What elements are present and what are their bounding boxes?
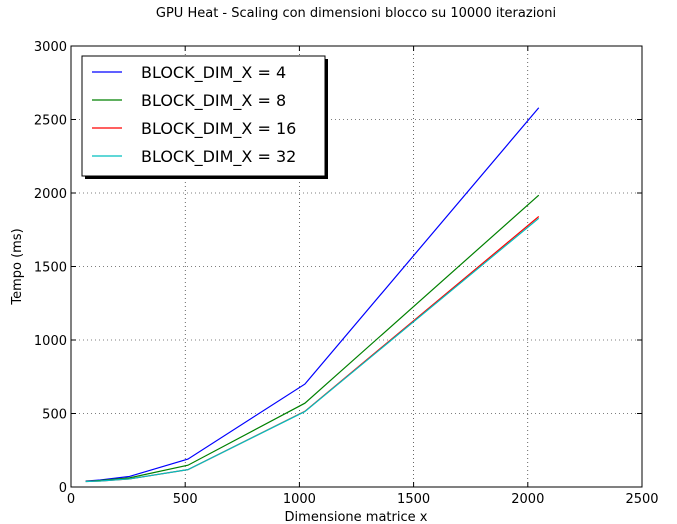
y-tick-label: 0 (59, 481, 67, 496)
x-tick-label: 500 (173, 492, 198, 507)
x-tick-label: 0 (67, 492, 75, 507)
y-tick-label: 2000 (34, 187, 67, 202)
x-tick-label: 1500 (397, 492, 430, 507)
legend: BLOCK_DIM_X = 4 BLOCK_DIM_X = 8 BLOCK_DIM_… (81, 55, 328, 179)
series-lines (85, 107, 540, 483)
y-tick-label: 2500 (34, 114, 67, 129)
x-tick-label: 1000 (283, 492, 316, 507)
x-tick-label: 2000 (511, 492, 544, 507)
x-tick-label: 2500 (625, 492, 658, 507)
y-axis-label: Tempo (ms) (10, 228, 25, 305)
legend-label-3: BLOCK_DIM_X = 16 (141, 119, 296, 139)
axis-ticks: 0 500 1000 1500 2000 2500 0 500 1000 1500 2000 2500… (34, 40, 659, 507)
x-axis-label: Dimensione matrice x (285, 510, 428, 524)
legend-frame (81, 55, 326, 177)
y-tick-label: 500 (42, 408, 67, 423)
chart-title: GPU Heat - Scaling con dimensioni blocco… (156, 6, 556, 21)
series-line-4 (85, 217, 540, 483)
legend-label-1: BLOCK_DIM_X = 4 (141, 63, 286, 83)
y-tick-label: 1000 (34, 334, 67, 349)
y-tick-label: 3000 (34, 40, 67, 55)
legend-label-4: BLOCK_DIM_X = 32 (141, 147, 296, 167)
y-tick-label: 1500 (34, 261, 67, 276)
series-line-2 (85, 194, 540, 483)
legend-label-2: BLOCK_DIM_X = 8 (141, 91, 286, 111)
